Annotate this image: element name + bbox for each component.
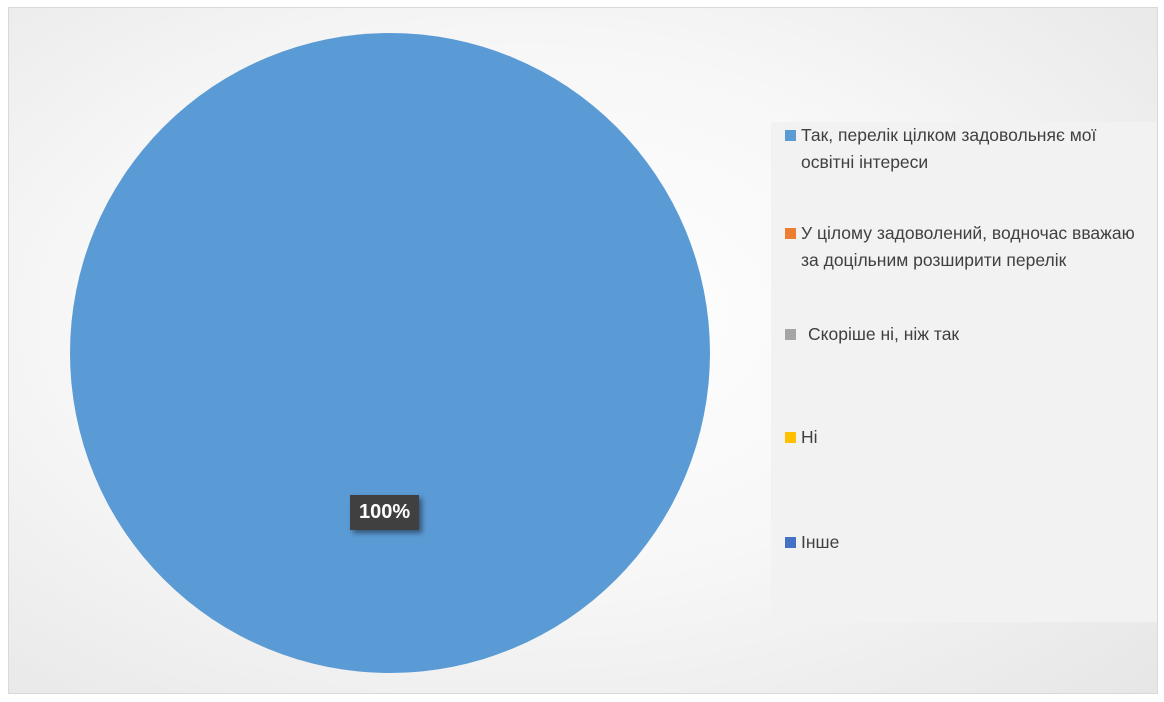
pie-slice-0 <box>70 33 710 673</box>
chart-area: 100% Так, перелік цілком задовольняє мої… <box>8 7 1158 694</box>
legend-swatch-0 <box>785 130 796 141</box>
legend-swatch-4 <box>785 537 796 548</box>
legend-swatch-1 <box>785 228 796 239</box>
legend-item-2: Скоріше ні, ніж так <box>785 321 1145 348</box>
legend-label-4: Інше <box>801 532 840 552</box>
legend-item-3: Ні <box>785 424 1145 451</box>
legend-label-0: Так, перелік цілком задовольняє мої осві… <box>801 125 1097 172</box>
legend-label-3: Ні <box>801 427 818 447</box>
legend-item-1: У цілому задоволений, водночас вважаю за… <box>785 220 1145 274</box>
legend-label-1: У цілому задоволений, водночас вважаю за… <box>801 223 1135 270</box>
legend-item-0: Так, перелік цілком задовольняє мої осві… <box>785 122 1145 176</box>
pie-chart <box>70 33 710 673</box>
legend-swatch-3 <box>785 432 796 443</box>
legend-item-4: Інше <box>785 529 1145 556</box>
data-label-slice-0: 100% <box>350 495 420 530</box>
legend-swatch-2 <box>785 329 796 340</box>
legend-label-2: Скоріше ні, ніж так <box>808 324 960 344</box>
legend: Так, перелік цілком задовольняє мої осві… <box>771 122 1157 622</box>
